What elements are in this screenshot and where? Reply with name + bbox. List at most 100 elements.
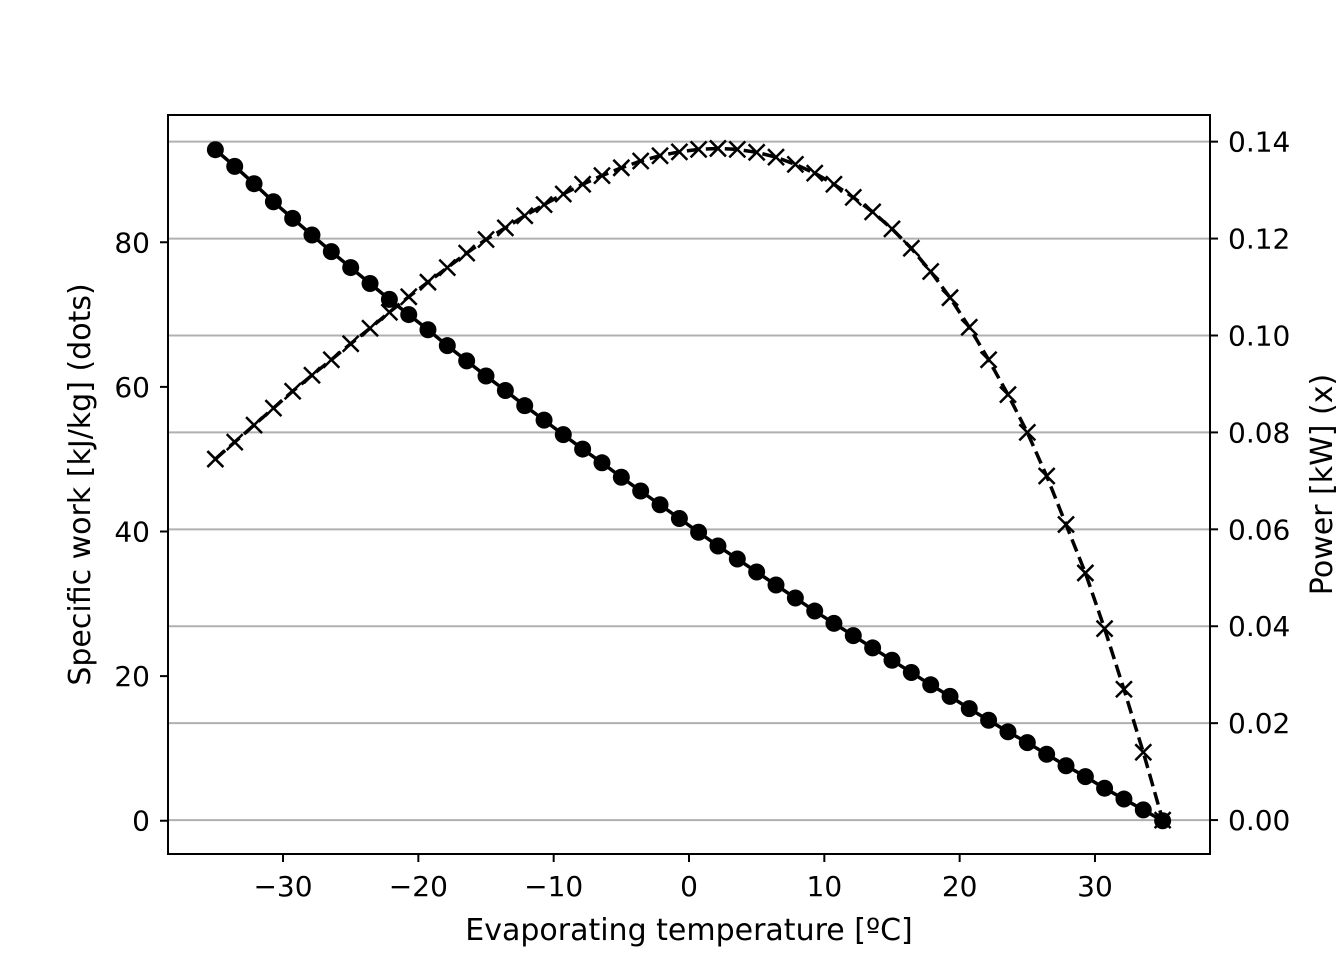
x-tick-label: −30 (253, 870, 312, 903)
data-point-x (844, 188, 863, 207)
data-point-dot (1076, 768, 1094, 786)
data-point-dot (1057, 757, 1075, 775)
data-point-dot (477, 367, 495, 385)
y-tick-label: 60 (114, 371, 150, 404)
data-point-dot (864, 639, 882, 657)
data-point-x (651, 146, 669, 165)
data-point-x (419, 273, 437, 292)
data-point-x (960, 318, 979, 337)
data-point-x (1153, 811, 1172, 829)
data-point-x (612, 158, 631, 177)
data-point-x (361, 319, 379, 338)
data-point-x (438, 258, 457, 277)
data-point-x (593, 166, 611, 185)
y2-tick-label: 0.12 (1228, 223, 1290, 256)
data-point-x (399, 287, 418, 306)
data-point-dot (902, 664, 920, 682)
data-point-x (670, 142, 689, 161)
data-point-x (941, 288, 959, 307)
data-point-x (689, 140, 708, 159)
series-dots (206, 141, 1172, 830)
y-tick-label: 0 (132, 805, 150, 838)
data-point-x (1095, 619, 1114, 638)
data-point-dot (284, 209, 302, 227)
data-point-x (380, 303, 399, 322)
data-point-x (1115, 680, 1133, 699)
x-tick-label: −10 (524, 870, 583, 903)
data-point-dot (883, 651, 901, 669)
data-point-x (786, 155, 805, 174)
data-point-dot (690, 523, 708, 541)
data-point-dot (1096, 779, 1114, 797)
y-tick-label: 80 (114, 226, 150, 259)
data-point-x (457, 244, 476, 262)
data-point-x (535, 195, 553, 214)
data-point-dot (1018, 734, 1036, 752)
y2-tick-label: 0.14 (1228, 126, 1290, 159)
data-point-dot (767, 576, 785, 594)
data-point-dot (245, 175, 263, 193)
grid-lines (168, 140, 1210, 822)
y2-tick-label: 0.06 (1228, 513, 1290, 546)
data-point-x (206, 450, 225, 468)
data-point-x (573, 175, 592, 194)
data-point-dot (554, 426, 572, 444)
data-point-x (863, 203, 882, 221)
data-point-dot (612, 468, 630, 486)
data-point-dot (709, 537, 727, 555)
data-point-x (496, 219, 515, 237)
x-tick-label: 10 (807, 870, 843, 903)
data-point-dot (380, 290, 398, 308)
data-point-x (477, 230, 495, 249)
data-point-x (747, 143, 766, 162)
data-point-dot (593, 454, 611, 472)
y2-tick-label: 0.00 (1228, 804, 1290, 837)
data-point-x (825, 175, 843, 194)
data-point-x (1018, 423, 1037, 442)
data-point-dot (922, 676, 940, 694)
data-point-dot (438, 337, 456, 355)
ticks: −30 −20 −10 0 10 20 30 0 20 40 60 80 0.00 0.02 0.04 0.0… (114, 126, 1290, 903)
data-point-dot (786, 589, 804, 607)
data-point-dot (516, 397, 534, 415)
data-point-x (283, 382, 302, 401)
data-point-x (515, 206, 534, 225)
data-point-dot (1134, 801, 1152, 819)
data-point-dot (419, 321, 437, 339)
data-point-dot (806, 602, 824, 620)
data-point-x (979, 350, 998, 369)
data-point-x (902, 239, 921, 258)
x-tick-label: 0 (680, 870, 698, 903)
data-point-x (245, 416, 263, 435)
data-point-dot (825, 614, 843, 632)
series-x (206, 139, 1172, 829)
data-point-dot (1038, 745, 1056, 763)
x-axis-label: Evaporating temperature [ºC] (465, 913, 913, 948)
data-point-x (341, 334, 360, 353)
data-point-x (883, 219, 901, 238)
data-point-x (999, 385, 1017, 404)
data-point-x (1057, 515, 1075, 534)
data-point-dot (206, 141, 224, 159)
data-point-x (631, 152, 650, 170)
data-point-dot (1115, 790, 1133, 808)
series-line-x (214, 146, 1165, 821)
data-point-dot (844, 627, 862, 645)
data-point-x (805, 164, 824, 183)
x-tick-label: 30 (1077, 870, 1113, 903)
data-point-dot (980, 711, 998, 729)
data-point-dot (400, 306, 418, 324)
y-tick-label: 20 (114, 660, 150, 693)
data-point-dot (632, 482, 650, 500)
data-point-x (728, 140, 747, 159)
data-point-x (554, 185, 573, 203)
data-point-dot (496, 381, 514, 399)
data-point-x (225, 433, 244, 451)
data-point-x (767, 148, 785, 167)
x-tick-label: 20 (942, 870, 978, 903)
data-point-dot (264, 193, 282, 211)
data-point-dot (322, 243, 340, 261)
data-point-dot (535, 411, 553, 429)
data-point-dot (574, 440, 592, 458)
data-point-dot (728, 550, 746, 568)
